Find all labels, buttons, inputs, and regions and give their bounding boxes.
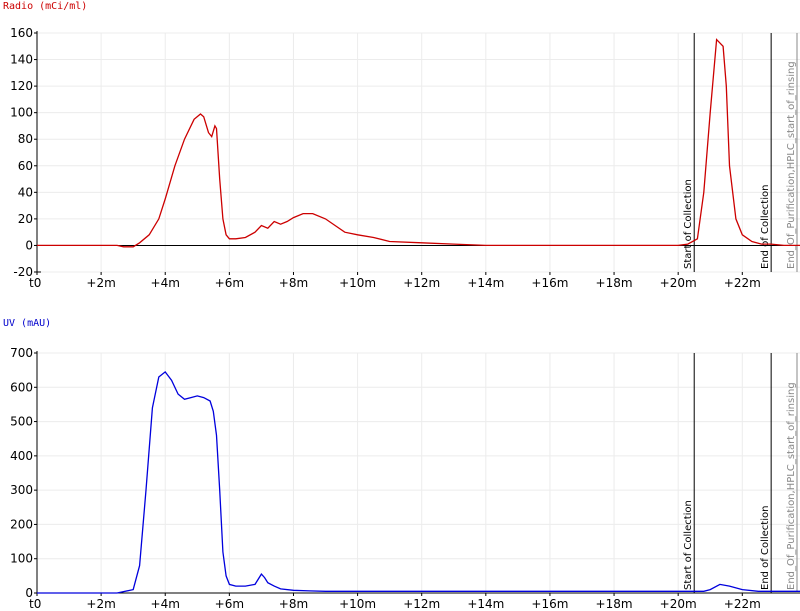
uv-x-tick-label: +22m [724,597,761,611]
radio-y-tick-label: 160 [10,26,33,40]
radio-x-tick-label: t0 [29,276,41,290]
radio-x-tick-label: +2m [86,276,115,290]
uv-x-tick-label: +2m [86,597,115,611]
uv-x-tick-label: +14m [467,597,504,611]
radio-x-tick-label: +16m [531,276,568,290]
radio-marker-label: End of Collection [760,185,771,269]
uv-y-tick-label: 300 [10,483,33,497]
radio-x-tick-label: +14m [467,276,504,290]
uv-y-tick-label: 400 [10,449,33,463]
uv-marker-label: Start of Collection [683,500,694,590]
uv-x-tick-label: +12m [403,597,440,611]
uv-x-tick-label: +18m [596,597,633,611]
uv-marker-label: End_Of_Purification,HPLC_start_of_rinsin… [786,382,797,590]
radio-y-tick-label: 0 [25,238,33,252]
radio-y-tick-label: 60 [18,159,33,173]
radio-series-line [37,38,800,248]
uv-chart-title: UV (mAU) [3,318,52,329]
uv-y-tick-label: 200 [10,517,33,531]
radio-marker-label: Start of Collection [683,179,694,269]
uv-x-tick-label: t0 [29,597,41,611]
radio-y-tick-label: 40 [18,185,33,199]
uv-marker-label: End of Collection [760,506,771,590]
radio-y-tick-label: 140 [10,53,33,67]
radio-x-tick-label: +18m [596,276,633,290]
uv-x-tick-label: +8m [279,597,308,611]
radio-y-tick-label: 80 [18,132,33,146]
uv-chart: 0 100 200 300 400 500 600 700 t0 +2m +4m +6m +8m +10m… [10,346,800,611]
radio-y-tick-label: 20 [18,212,33,226]
uv-y-tick-label: 100 [10,552,33,566]
radio-y-tick-label: 120 [10,79,33,93]
uv-x-tick-label: +20m [660,597,697,611]
radio-x-tick-label: +4m [151,276,180,290]
uv-x-tick-label: +10m [339,597,376,611]
uv-y-tick-label: 700 [10,346,33,360]
radio-x-tick-label: +10m [339,276,376,290]
radio-x-tick-label: +12m [403,276,440,290]
uv-y-tick-label: 0 [25,586,33,600]
radio-x-tick-label: +8m [279,276,308,290]
radio-x-tick-label: +6m [215,276,244,290]
uv-x-tick-label: +6m [215,597,244,611]
radio-x-tick-label: +20m [660,276,697,290]
radio-x-tick-label: +22m [724,276,761,290]
uv-y-tick-label: 600 [10,380,33,394]
radio-y-tick-label: -20 [13,265,33,279]
uv-y-tick-label: 500 [10,415,33,429]
uv-series-line [37,370,800,594]
radio-chart-title: Radio (mCi/ml) [3,1,88,12]
uv-x-tick-label: +4m [151,597,180,611]
radio-marker-label: End_Of_Purification,HPLC_start_of_rinsin… [786,61,797,269]
uv-x-tick-label: +16m [531,597,568,611]
radio-y-tick-label: 100 [10,106,33,120]
radio-chart: -20 0 20 40 60 80 100 120 140 160 t0 +2m +4m +6m +8m +1… [10,26,800,290]
